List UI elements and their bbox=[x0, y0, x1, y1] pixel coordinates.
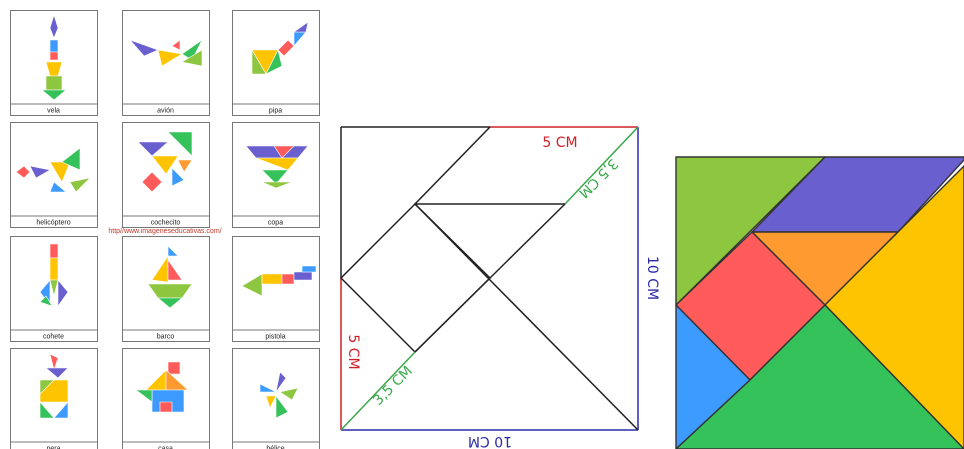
piece bbox=[167, 361, 181, 375]
piece bbox=[49, 257, 59, 281]
piece bbox=[675, 156, 826, 306]
piece bbox=[251, 48, 267, 75]
piece bbox=[167, 131, 193, 157]
dim-label: 3,5 CM bbox=[575, 155, 621, 201]
dim-label: 10 CM bbox=[644, 256, 660, 300]
piece bbox=[171, 167, 185, 187]
piece bbox=[171, 39, 181, 51]
dim-label: 5 CM bbox=[345, 334, 361, 369]
piece bbox=[129, 39, 159, 57]
card: casa bbox=[122, 348, 210, 449]
piece bbox=[135, 389, 153, 403]
card-label: pera bbox=[46, 446, 60, 449]
piece bbox=[69, 177, 91, 193]
piece bbox=[137, 141, 169, 157]
card: helicóptero bbox=[10, 122, 98, 228]
piece bbox=[159, 401, 173, 413]
piece bbox=[39, 295, 53, 307]
piece bbox=[259, 383, 277, 393]
piece bbox=[39, 401, 55, 419]
card: copa bbox=[232, 122, 320, 228]
piece bbox=[49, 243, 59, 259]
card: cohete bbox=[10, 236, 98, 342]
piece bbox=[181, 49, 203, 67]
card-label: hélice bbox=[266, 446, 284, 449]
piece bbox=[293, 271, 313, 281]
cut-line bbox=[340, 351, 416, 431]
card-label: vela bbox=[47, 108, 60, 115]
piece bbox=[167, 259, 183, 281]
piece bbox=[151, 155, 179, 175]
color-tangram bbox=[675, 156, 964, 449]
piece bbox=[49, 51, 59, 61]
card-label: cohete bbox=[43, 334, 64, 341]
piece bbox=[157, 49, 183, 67]
piece bbox=[241, 273, 263, 297]
card: pera bbox=[10, 348, 98, 449]
piece bbox=[49, 13, 59, 39]
piece bbox=[255, 157, 299, 171]
card: hélice bbox=[232, 348, 320, 449]
piece bbox=[45, 367, 69, 379]
card: cochecito bbox=[122, 122, 210, 228]
card-label: copa bbox=[268, 220, 283, 227]
source-url: http//www.imageneseducativas.com/ bbox=[108, 228, 221, 235]
piece bbox=[293, 21, 309, 33]
card: pipa bbox=[232, 10, 320, 116]
piece bbox=[275, 371, 287, 393]
piece bbox=[261, 273, 283, 285]
piece bbox=[301, 265, 317, 273]
cards: vela avión pipa helicóptero cochecito copa coh… bbox=[10, 10, 320, 449]
piece bbox=[157, 297, 183, 309]
piece bbox=[57, 279, 69, 307]
piece bbox=[261, 169, 289, 185]
card-frame bbox=[122, 122, 210, 228]
card-frame bbox=[232, 236, 320, 342]
card-label: pistola bbox=[265, 334, 285, 341]
piece bbox=[265, 395, 277, 409]
cut-line bbox=[339, 202, 492, 354]
measure-diagram: 5 CM 3,5 CM 10 CM 10 CM 5 CM 3,5 CM bbox=[339, 126, 660, 449]
card-label: helicóptero bbox=[36, 220, 70, 227]
piece bbox=[49, 353, 59, 372]
piece bbox=[181, 39, 203, 61]
card-label: cochecito bbox=[151, 220, 181, 227]
card: pistola bbox=[232, 236, 320, 342]
card: barco bbox=[122, 236, 210, 342]
piece bbox=[49, 39, 59, 53]
piece bbox=[39, 379, 55, 395]
piece bbox=[45, 75, 63, 91]
piece bbox=[41, 89, 67, 101]
piece bbox=[261, 181, 293, 189]
piece bbox=[15, 165, 31, 179]
piece bbox=[49, 279, 59, 297]
cut-line bbox=[564, 126, 639, 205]
piece bbox=[61, 147, 81, 171]
cut-line bbox=[414, 203, 566, 353]
piece bbox=[49, 181, 67, 193]
dim-label: 10 CM bbox=[468, 433, 512, 449]
piece bbox=[29, 165, 51, 179]
piece bbox=[49, 161, 71, 183]
piece bbox=[167, 245, 179, 257]
piece bbox=[675, 304, 964, 449]
piece bbox=[281, 273, 295, 285]
card: vela bbox=[10, 10, 98, 116]
card-label: casa bbox=[158, 446, 173, 449]
card-label: avión bbox=[157, 108, 174, 115]
piece bbox=[141, 171, 163, 193]
piece bbox=[275, 395, 289, 419]
dim-label: 5 CM bbox=[542, 135, 577, 151]
card-label: barco bbox=[157, 334, 175, 341]
card-label: pipa bbox=[269, 108, 282, 115]
piece bbox=[273, 145, 295, 159]
piece bbox=[751, 156, 964, 233]
piece bbox=[279, 387, 299, 401]
dim-label: 3,5 CM bbox=[370, 363, 416, 409]
piece bbox=[265, 49, 283, 75]
card: avión bbox=[122, 10, 210, 116]
piece bbox=[177, 159, 193, 173]
piece bbox=[53, 401, 69, 419]
